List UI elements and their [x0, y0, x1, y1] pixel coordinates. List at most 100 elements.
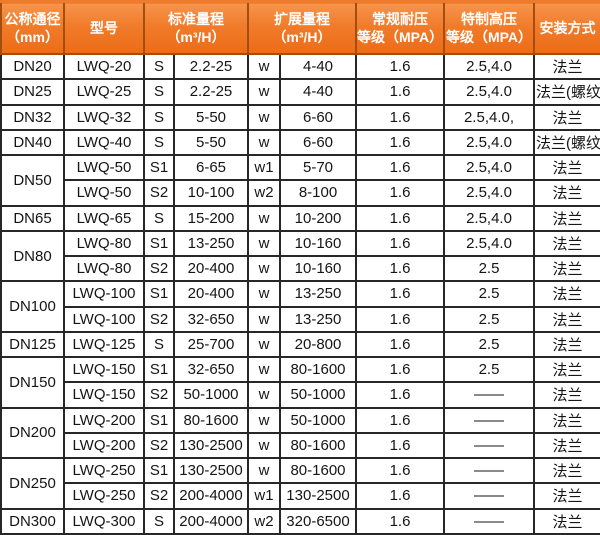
ext-range-cell: 10-200 [279, 204, 357, 232]
table-row: LWQ-250 S2 200-4000 w1 130-2500 1.6 —— 法兰 [1, 482, 600, 510]
pressure-cell: 1.6 [355, 456, 445, 485]
table-row: DN32 LWQ-32 S 5-50 w 6-60 1.6 2.5,4.0, 法兰 [0, 103, 600, 131]
install-cell: 法兰 [533, 103, 600, 131]
header-label: 安装方式 [539, 19, 596, 36]
install-cell: 法兰 [533, 153, 600, 182]
dn-cell: DN40 [0, 128, 65, 157]
pressure-cell: 1.6 [355, 406, 445, 434]
dn-cell: DN125 [0, 330, 65, 359]
header-unit: （mm） [6, 29, 59, 45]
pressure-cell: 1.6 [355, 103, 445, 131]
ext-code-cell: w1 [247, 153, 281, 182]
header-label: 标准量程 [168, 10, 224, 27]
std-range-cell: 5-50 [173, 103, 249, 131]
install-cell: 法兰 [533, 330, 600, 359]
ext-range-cell: 320-6500 [279, 507, 357, 535]
ext-code-cell: w2 [247, 507, 281, 535]
high-pressure-cell: —— [443, 482, 535, 510]
model-cell: LWQ-65 [63, 204, 145, 232]
ext-range-cell: 50-1000 [279, 406, 357, 434]
std-code-cell: S1 [143, 456, 175, 485]
ext-range-cell: 20-800 [279, 330, 357, 359]
pressure-cell: 1.6 [355, 78, 445, 106]
std-code-cell: S2 [143, 305, 175, 333]
header-unit: （m³/H） [166, 29, 226, 45]
install-cell: 法兰(螺纹) [533, 78, 600, 106]
ext-range-cell: 10-160 [279, 229, 357, 258]
std-range-cell: 32-650 [173, 355, 249, 384]
std-code-cell: S1 [143, 355, 175, 384]
model-cell: LWQ-40 [63, 128, 145, 157]
high-pressure-cell: 2.5,4.0 [443, 229, 535, 258]
table-row: LWQ-200 S2 130-2500 w 80-1600 1.6 —— 法兰 [1, 431, 600, 460]
std-range-cell: 200-4000 [173, 482, 249, 510]
install-cell: 法兰 [533, 229, 600, 258]
install-cell: 法兰 [533, 179, 600, 207]
std-code-cell: S [143, 78, 175, 106]
model-cell: LWQ-200 [63, 406, 145, 434]
std-range-cell: 130-2500 [173, 456, 249, 485]
model-cell: LWQ-50 [63, 179, 145, 207]
high-pressure-cell: 2.5,4.0 [443, 179, 535, 207]
model-cell: LWQ-300 [63, 507, 145, 535]
pressure-cell: 1.6 [355, 431, 445, 460]
header-label: 公称通径 [4, 10, 61, 27]
header-unit: 等级（MPA） [357, 29, 444, 45]
ext-range-cell: 4-40 [279, 52, 357, 81]
header-unit: （m³/H） [272, 29, 332, 45]
table-row: DN300 LWQ-300 S 200-4000 w2 320-6500 1.6 —— 法兰 [0, 507, 600, 535]
pressure-cell: 1.6 [355, 254, 445, 283]
pressure-cell: 1.6 [355, 507, 445, 535]
ext-code-cell: w [247, 355, 281, 384]
std-range-cell: 6-65 [173, 153, 249, 182]
high-pressure-cell: 2.5,4.0, [443, 103, 535, 131]
dn-cell: DN80 [0, 229, 65, 283]
std-code-cell: S1 [143, 229, 175, 258]
header-label: 型号 [90, 19, 118, 36]
pressure-cell: 1.6 [355, 179, 445, 207]
ext-range-cell: 13-250 [279, 305, 357, 333]
std-range-cell: 2.2-25 [173, 52, 249, 81]
high-pressure-cell: 2.5 [443, 355, 535, 384]
model-cell: LWQ-150 [63, 355, 145, 384]
std-code-cell: S1 [143, 153, 175, 182]
pressure-cell: 1.6 [355, 330, 445, 359]
install-cell: 法兰 [533, 355, 600, 384]
ext-range-cell: 6-60 [279, 128, 357, 157]
table-row: DN20 LWQ-20 S 2.2-25 w 4-40 1.6 2.5,4.0 法兰 [0, 52, 600, 81]
ext-range-cell: 6-60 [279, 103, 357, 131]
table-row: DN200 LWQ-200 S1 80-1600 w 50-1000 1.6 —— 法兰 [0, 406, 600, 459]
high-pressure-cell: —— [443, 456, 535, 485]
table-row: LWQ-100 S2 32-650 w 13-250 1.6 2.5 法兰 [1, 305, 600, 333]
std-range-cell: 2.2-25 [173, 78, 249, 106]
high-pressure-cell: 2.5,4.0 [443, 52, 535, 81]
std-code-cell: S [143, 128, 175, 157]
pressure-cell: 1.6 [355, 305, 445, 333]
std-code-cell: S1 [143, 406, 175, 434]
std-code-cell: S2 [143, 179, 175, 207]
dn-cell: DN20 [0, 52, 65, 81]
std-code-cell: S2 [143, 254, 175, 283]
std-code-cell: S1 [143, 280, 175, 308]
std-range-cell: 5-50 [173, 128, 249, 157]
install-cell: 法兰 [533, 507, 600, 535]
install-cell: 法兰 [533, 406, 600, 434]
ext-code-cell: w [247, 229, 281, 258]
header-installation: 安装方式 [533, 0, 600, 55]
ext-range-cell: 8-100 [279, 179, 357, 207]
ext-range-cell: 13-250 [279, 280, 357, 308]
header-row: 公称通径 （mm） 型号 标准量程 （m³/H） 扩展量程 （m³/H） 常规耐… [0, 0, 600, 55]
ext-code-cell: w [247, 381, 281, 409]
ext-code-cell: w [247, 431, 281, 460]
ext-range-cell: 80-1600 [279, 456, 357, 485]
table-row: LWQ-50 S2 10-100 w2 8-100 1.6 2.5,4.0 法兰 [1, 179, 600, 207]
header-normal-pressure: 常规耐压 等级（MPA） [355, 0, 445, 55]
ext-code-cell: w [247, 456, 281, 485]
install-cell: 法兰(螺纹) [533, 128, 600, 157]
ext-range-cell: 4-40 [279, 78, 357, 106]
dn-cell: DN200 [0, 406, 65, 459]
table-body: DN20 LWQ-20 S 2.2-25 w 4-40 1.6 2.5,4.0 法兰 DN25 LW… [0, 52, 600, 535]
model-cell: LWQ-100 [63, 280, 145, 308]
install-cell: 法兰 [533, 381, 600, 409]
